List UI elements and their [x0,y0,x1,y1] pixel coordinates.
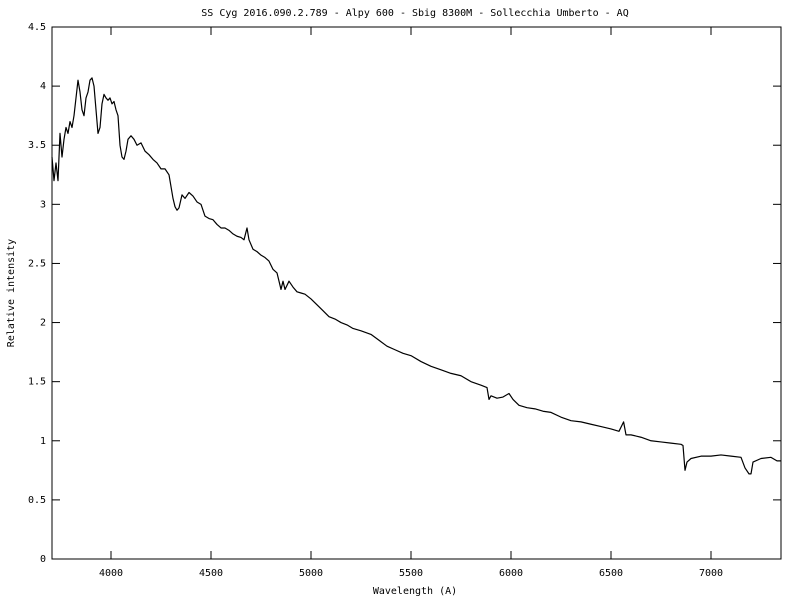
y-tick-label: 4 [40,81,46,92]
x-tick-label: 6000 [499,568,523,579]
spectrum-line [51,77,781,475]
y-tick-label: 2.5 [28,258,46,269]
y-tick-label: 3.5 [28,140,46,151]
x-tick-label: 5000 [299,568,323,579]
x-tick-label: 4500 [199,568,223,579]
x-tick-label: 4000 [99,568,123,579]
chart-title: SS Cyg 2016.090.2.789 - Alpy 600 - Sbig … [201,8,628,19]
x-tick-label: 6500 [599,568,623,579]
y-tick-label: 4.5 [28,22,46,33]
y-axis-label: Relative intensity [6,239,17,347]
y-tick-label: 3 [40,199,46,210]
x-tick-label: 7000 [699,568,723,579]
plot-frame [51,26,782,560]
x-axis-label: Wavelength (A) [373,586,457,597]
y-tick-label: 1.5 [28,377,46,388]
y-tick-label: 0.5 [28,495,46,506]
x-tick-label: 5500 [399,568,423,579]
y-tick-label: 2 [40,318,46,329]
y-tick-label: 0 [40,554,46,565]
y-tick-label: 1 [40,436,46,447]
